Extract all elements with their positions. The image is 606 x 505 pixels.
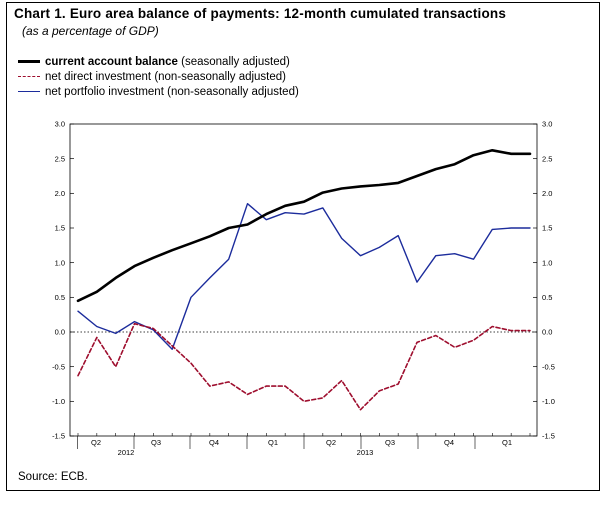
y-tick-label-right: 0.0 bbox=[542, 328, 552, 337]
chart-legend: current account balance (seasonally adju… bbox=[18, 54, 299, 99]
source-note: Source: ECB. bbox=[18, 471, 88, 483]
legend-swatch-portfolio-investment bbox=[18, 91, 40, 92]
x-year-label: 2013 bbox=[357, 448, 374, 457]
legend-name-direct-investment: net direct investment bbox=[45, 70, 152, 83]
x-tick-label: Q4 bbox=[444, 438, 454, 447]
y-tick-label-right: 1.5 bbox=[542, 224, 552, 233]
legend-item-current-account: current account balance (seasonally adju… bbox=[18, 54, 299, 69]
legend-note-portfolio-investment: (non-seasonally adjusted) bbox=[167, 85, 299, 98]
y-tick-label-right: 0.5 bbox=[542, 293, 552, 302]
x-tick-label: Q2 bbox=[91, 438, 101, 447]
y-tick-label-left: 2.5 bbox=[55, 154, 65, 163]
plot-area bbox=[69, 123, 538, 437]
legend-note-current-account: (seasonally adjusted) bbox=[181, 55, 290, 68]
y-tick-label-left: 2.0 bbox=[55, 189, 65, 198]
y-tick-label-right: 2.5 bbox=[542, 154, 552, 163]
y-tick-label-right: 3.0 bbox=[542, 120, 552, 129]
y-tick-label-right: 1.0 bbox=[542, 258, 552, 267]
legend-swatch-current-account bbox=[18, 60, 40, 63]
x-tick-label: Q1 bbox=[268, 438, 278, 447]
x-tick-label: Q4 bbox=[209, 438, 219, 447]
chart-title: Chart 1. Euro area balance of payments: … bbox=[14, 6, 507, 21]
y-tick-label-left: -1.5 bbox=[52, 432, 65, 441]
series-line-portfolio-investment bbox=[77, 202, 531, 350]
y-tick-label-right: -1.5 bbox=[542, 432, 555, 441]
x-tick-label: Q3 bbox=[151, 438, 161, 447]
y-tick-label-right: -0.5 bbox=[542, 362, 555, 371]
chart-frame bbox=[6, 2, 600, 491]
legend-name-current-account: current account balance bbox=[45, 55, 178, 68]
chart-subtitle: (as a percentage of GDP) bbox=[22, 24, 159, 38]
y-tick-label-left: 0.0 bbox=[55, 328, 65, 337]
series-line-current-account bbox=[76, 149, 532, 303]
y-tick-label-left: 3.0 bbox=[55, 120, 65, 129]
x-year-label: 2012 bbox=[118, 448, 135, 457]
y-tick-label-left: -0.5 bbox=[52, 362, 65, 371]
y-tick-label-left: -1.0 bbox=[52, 397, 65, 406]
x-tick-label: Q1 bbox=[502, 438, 512, 447]
y-tick-label-right: -1.0 bbox=[542, 397, 555, 406]
y-tick-label-left: 1.5 bbox=[55, 224, 65, 233]
legend-swatch-direct-investment bbox=[18, 76, 40, 77]
legend-item-direct-investment: net direct investment (non-seasonally ad… bbox=[18, 69, 299, 84]
y-tick-label-left: 0.5 bbox=[55, 293, 65, 302]
series-line-direct-investment bbox=[77, 322, 531, 411]
legend-note-direct-investment: (non-seasonally adjusted) bbox=[154, 70, 287, 83]
y-tick-label-right: 2.0 bbox=[542, 189, 552, 198]
x-tick-label: Q2 bbox=[326, 438, 336, 447]
x-tick-label: Q3 bbox=[385, 438, 395, 447]
legend-name-portfolio-investment: net portfolio investment bbox=[45, 85, 164, 98]
legend-item-portfolio-investment: net portfolio investment (non-seasonally… bbox=[18, 84, 299, 99]
y-tick-label-left: 1.0 bbox=[55, 258, 65, 267]
